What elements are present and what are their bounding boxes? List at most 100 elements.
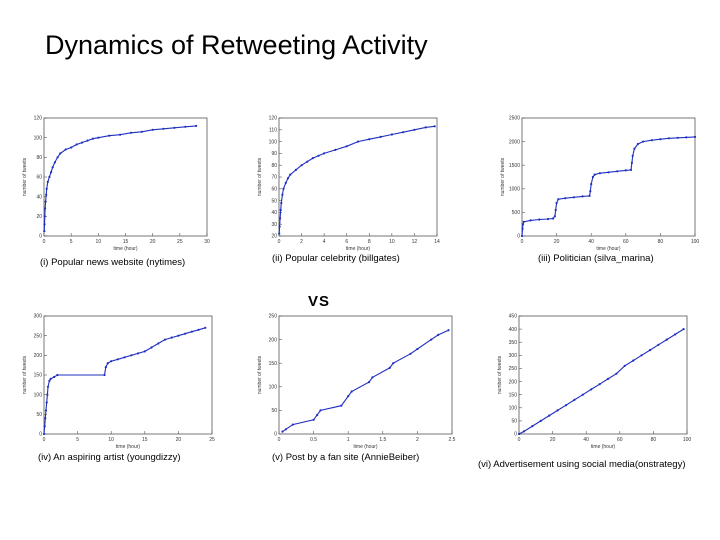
- y-tick-label: 250: [509, 366, 518, 372]
- x-tick-label: 20: [550, 437, 556, 443]
- data-point: [588, 194, 591, 197]
- data-point: [50, 171, 53, 174]
- caption-billgates: (ii) Popular celebrity (billgates): [272, 253, 400, 264]
- data-point: [53, 375, 56, 379]
- data-point: [204, 326, 207, 329]
- caption-silva-marina: (iii) Politician (silva_marina): [538, 253, 654, 264]
- data-point: [413, 128, 416, 131]
- x-tick-label: 5: [76, 437, 79, 443]
- data-point: [104, 366, 107, 369]
- x-tick-label: 2: [300, 239, 303, 245]
- x-tick-label: 0.5: [310, 437, 317, 443]
- data-point: [402, 131, 405, 134]
- y-tick-label: 150: [269, 361, 278, 367]
- data-point: [640, 354, 643, 357]
- y-tick-label: 0: [514, 432, 517, 438]
- data-point: [281, 193, 284, 196]
- data-point: [48, 379, 51, 382]
- x-tick-label: 12: [412, 239, 418, 245]
- data-point: [607, 171, 610, 174]
- series-line: [43, 125, 197, 232]
- y-tick-label: 300: [34, 314, 43, 320]
- data-point: [53, 161, 57, 164]
- x-tick-label: 0: [521, 239, 524, 245]
- y-tick-label: 0: [39, 432, 42, 438]
- x-tick-label: 25: [177, 239, 183, 245]
- x-tick-label: 0: [43, 239, 46, 245]
- data-point: [633, 147, 636, 150]
- data-point: [116, 358, 119, 361]
- y-axis-label: number of tweets: [500, 157, 506, 196]
- data-point: [606, 377, 610, 380]
- y-tick-label: 100: [269, 385, 278, 391]
- slide-title: Dynamics of Retweeting Activity: [45, 30, 428, 60]
- data-point: [624, 169, 627, 172]
- y-tick-label: 50: [271, 408, 277, 414]
- data-point: [631, 154, 634, 157]
- x-tick-label: 1.5: [379, 437, 386, 443]
- data-point: [350, 390, 353, 393]
- data-point: [388, 366, 391, 369]
- data-point: [573, 398, 576, 401]
- data-point: [190, 330, 193, 333]
- data-point: [371, 376, 374, 379]
- data-point: [284, 428, 287, 431]
- data-point: [517, 432, 521, 436]
- data-point: [334, 148, 337, 151]
- x-tick-label: 10: [389, 239, 395, 245]
- y-axis-label: number of tweets: [22, 157, 28, 196]
- vs-label: VS: [308, 293, 331, 310]
- data-point: [279, 217, 282, 220]
- data-point: [56, 373, 59, 377]
- x-tick-label: 1: [347, 437, 350, 443]
- x-tick-label: 0: [518, 437, 521, 443]
- data-point: [103, 373, 106, 377]
- y-tick-label: 150: [34, 373, 43, 379]
- chart-nytimes: 0 5 10 15 20 25 30 0 20 40 60 80 100 120 time (hour) nu…: [22, 116, 210, 252]
- data-point: [392, 362, 395, 365]
- data-point: [521, 223, 525, 226]
- series-line: [282, 329, 449, 433]
- data-point: [589, 190, 592, 193]
- data-point: [581, 393, 584, 396]
- y-tick-label: 200: [269, 337, 278, 343]
- data-point: [538, 218, 541, 221]
- data-point: [280, 201, 283, 205]
- x-tick-label: 0: [278, 437, 281, 443]
- chart-anniebeiber: 0 0.5 1 1.5 2 2.5 0 50 100 150 200 250 time (hour) nu…: [257, 314, 456, 450]
- data-point: [520, 234, 524, 238]
- data-point: [424, 126, 427, 129]
- data-point: [667, 137, 671, 140]
- data-point: [552, 217, 555, 220]
- data-point: [572, 196, 575, 199]
- y-tick-label: 50: [511, 419, 517, 425]
- data-point: [51, 166, 54, 169]
- x-tick-label: 10: [96, 239, 102, 245]
- data-point: [306, 160, 309, 163]
- y-tick-label: 400: [509, 327, 518, 333]
- y-tick-label: 90: [271, 151, 277, 157]
- x-tick-label: 15: [123, 239, 129, 245]
- data-point: [46, 385, 50, 388]
- data-point: [294, 168, 297, 171]
- y-tick-label: 80: [36, 155, 42, 161]
- y-axis-label: number of tweets: [257, 157, 263, 196]
- plot-frame: [43, 117, 208, 237]
- data-point: [286, 177, 290, 180]
- data-point: [170, 336, 173, 339]
- x-tick-label: 2.5: [449, 437, 456, 443]
- y-tick-label: 300: [509, 353, 518, 359]
- y-tick-label: 2000: [509, 139, 520, 145]
- data-point: [316, 414, 319, 417]
- data-point: [130, 354, 133, 357]
- data-point: [42, 432, 46, 436]
- data-point: [45, 193, 48, 196]
- y-axis-label: number of tweets: [497, 355, 503, 394]
- y-tick-label: 60: [36, 175, 42, 181]
- y-tick-label: 500: [512, 210, 521, 216]
- data-point: [80, 141, 84, 144]
- data-point: [129, 131, 132, 134]
- y-tick-label: 50: [36, 412, 42, 418]
- x-tick-label: 6: [345, 239, 348, 245]
